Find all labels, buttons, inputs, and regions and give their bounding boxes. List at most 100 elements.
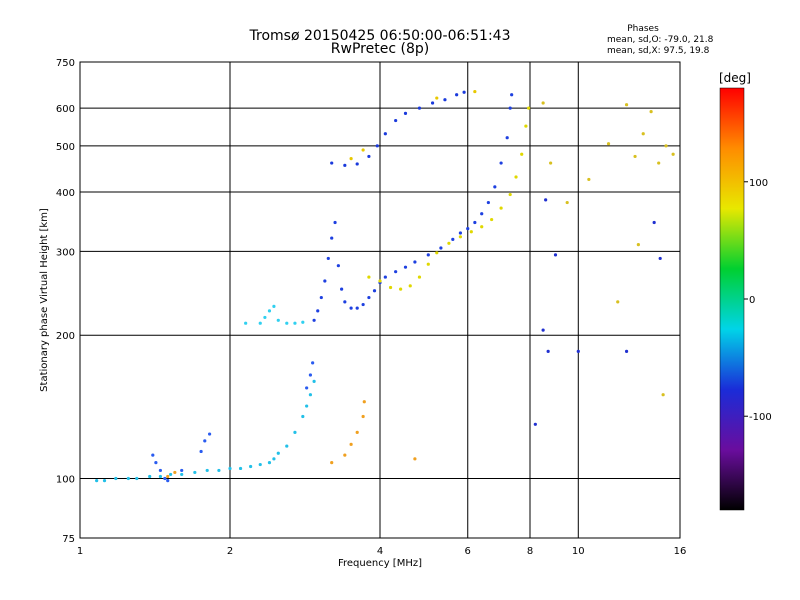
data-point [285,321,289,325]
data-point [336,264,340,268]
data-point [413,260,417,264]
data-point [154,461,158,465]
data-point [258,462,262,467]
data-point [349,306,353,310]
data-point [505,136,509,140]
x-tick-label: 6 [465,546,471,557]
data-point [671,152,675,156]
data-point [249,464,253,469]
data-point [417,275,422,279]
data-point [326,256,330,261]
data-point [199,449,203,454]
y-tick-label: 500 [56,142,75,153]
data-point [499,206,503,210]
data-point [126,476,130,481]
data-point [403,111,408,115]
data-point [455,93,459,97]
data-point [383,132,387,136]
x-tick-label: 2 [227,546,233,557]
data-point [343,300,347,304]
data-point [435,96,439,100]
data-point [355,162,359,166]
data-point [435,251,439,255]
data-point [301,414,305,419]
colorbar-label: [deg] [719,71,751,85]
data-point [312,318,316,322]
data-point [641,132,645,136]
data-point [473,220,477,225]
data-point [508,106,512,110]
data-point [203,439,207,443]
data-point [228,466,232,471]
data-point [443,98,447,102]
data-point [205,468,209,473]
data-point [114,476,118,481]
y-tick-labels: 75 100 200 300 400 500 600 750 [56,58,75,545]
data-point [469,230,473,234]
data-point [367,295,371,300]
data-point [480,212,484,216]
data-point [541,101,545,105]
data-point [293,321,297,325]
data-point [587,177,591,182]
data-point [173,470,177,475]
data-point [553,253,558,257]
data-point [323,279,327,283]
x-tick-label: 8 [527,546,533,557]
colorbar-tick-label: -100 [749,412,772,423]
y-tick-label: 400 [56,188,75,199]
data-points [95,89,675,483]
data-point [169,472,173,477]
grid-lines [80,62,680,538]
data-point [426,262,430,266]
data-point [305,404,309,408]
x-axis-label: Frequency [MHz] [338,558,422,569]
data-point [394,118,398,123]
data-point [362,400,366,404]
data-point [349,157,353,161]
data-point [163,476,167,481]
data-point [524,124,528,128]
data-point [399,287,403,291]
data-point [312,379,316,383]
colorbar-tick-label: 0 [749,295,755,306]
data-point [95,479,99,483]
data-point [490,217,494,222]
data-point [285,444,289,448]
data-point [388,285,393,290]
data-point [549,161,553,165]
data-point [361,414,365,419]
phase-stats-heading: Phases [627,24,659,34]
data-point [305,386,309,390]
y-tick-label: 100 [56,475,75,486]
data-point [340,287,344,291]
data-point [466,227,470,231]
data-point [458,231,463,235]
data-point [624,349,629,353]
colorbar-ticks: 100 0 -100 [744,178,772,423]
data-point [430,101,435,105]
data-point [480,225,484,229]
data-point [633,154,637,159]
data-point [272,304,276,308]
data-point [319,295,323,300]
data-point [514,175,518,179]
data-point [565,200,569,205]
data-point [367,275,371,279]
y-tick-label: 75 [62,534,75,545]
data-point [417,106,422,110]
data-point [616,300,620,304]
chart-subtitle: RwPretec (8p) [331,41,429,57]
x-tick-labels: 1 2 4 6 8 10 16 [77,546,687,557]
colorbar [719,87,745,511]
y-tick-label: 600 [56,104,75,115]
data-point [333,220,337,225]
data-point [378,279,382,283]
data-point [330,161,334,165]
x-tick-label: 1 [77,546,83,557]
data-point [367,154,371,159]
data-point [372,289,377,293]
data-point [180,472,184,477]
data-point [652,220,656,225]
